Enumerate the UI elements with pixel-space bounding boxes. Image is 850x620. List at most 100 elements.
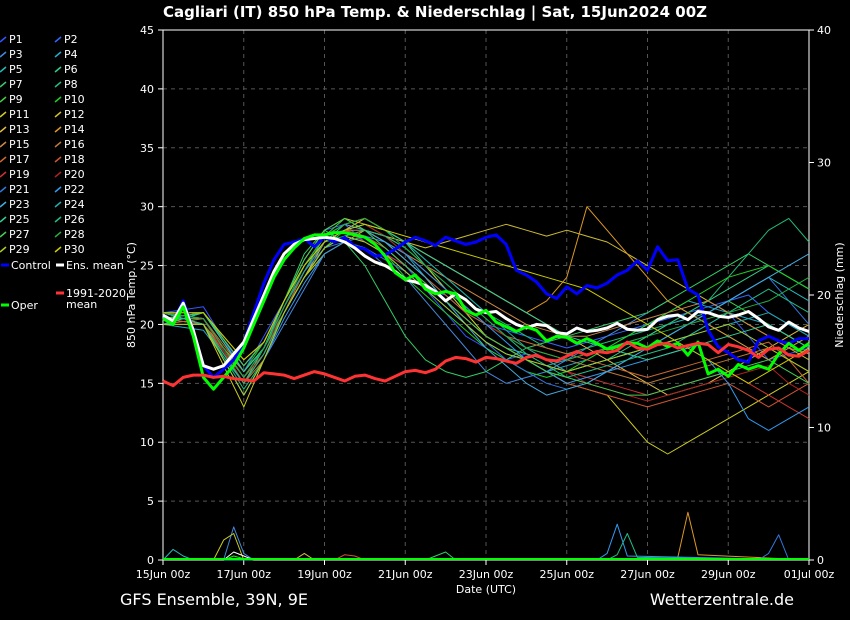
x-tick-label: 01Jul 00z [784,568,835,581]
legend-label-p15: P15 [9,138,30,151]
legend-label-oper: Oper [11,299,38,312]
chart-title: Cagliari (IT) 850 hPa Temp. & Niederschl… [163,3,707,22]
x-tick-label: 23Jun 00z [459,568,514,581]
legend-swatch-p1 [0,36,7,43]
legend-swatch-p16 [54,141,62,148]
y-tick-label: 25 [140,260,154,273]
highlight-series [162,231,810,391]
legend-label-p5: P5 [9,63,23,76]
legend-swatch-p29 [0,246,7,253]
footer-right: Wetterzentrale.de [650,590,794,609]
y-tick-label: 40 [140,83,154,96]
y2-tick-label: 20 [817,289,831,302]
legend-swatch-p25 [0,216,7,223]
legend-swatch-p18 [54,156,62,163]
legend-label-p1: P1 [9,33,23,46]
y-tick-label: 10 [140,436,154,449]
legend-swatch-p8 [54,81,62,88]
x-tick-label: 27Jun 00z [620,568,675,581]
legend-swatch-p12 [54,111,62,118]
legend-label-p12: P12 [64,108,85,121]
x-tick-label: 21Jun 00z [378,568,433,581]
y-tick-label: 5 [147,495,154,508]
x-tick-label: 25Jun 00z [540,568,595,581]
precip-series [162,511,810,561]
y2-tick-label: 40 [817,24,831,37]
y2-axis-label: Niederschlag (mm) [833,242,846,347]
y2-tick-label: 0 [817,554,824,567]
legend-label-p11: P11 [9,108,30,121]
series-line-1991-2020-mean [162,340,810,388]
x-tick-label: 15Jun 00z [136,568,191,581]
y-tick-label: 20 [140,318,154,331]
legend-label-p21: P21 [9,183,30,196]
legend-swatch-p26 [54,216,62,223]
legend-swatch-p7 [0,81,7,88]
legend-swatch-p14 [54,126,62,133]
legend-label-p19: P19 [9,168,30,181]
legend-swatch-p6 [54,66,62,73]
legend-swatch-p21 [0,186,7,193]
legend-swatch-p20 [54,171,62,178]
legend-label-p22: P22 [64,183,85,196]
legend-label-p8: P8 [64,78,78,91]
member-line-p27 [162,217,810,396]
legend-label-p23: P23 [9,198,30,211]
legend-label-p28: P28 [64,228,85,241]
legend-swatch-p2 [54,36,62,43]
y-tick-label: 45 [140,24,154,37]
legend-label-p14: P14 [64,123,85,136]
legend-label-p27: P27 [9,228,30,241]
legend-swatch-p30 [54,246,62,253]
series-line-oper [162,231,810,391]
legend-swatch-p22 [54,186,62,193]
legend-swatch-p19 [0,171,7,178]
x-tick-label: 17Jun 00z [217,568,272,581]
legend-swatch-p27 [0,231,7,238]
legend-label-p26: P26 [64,213,85,226]
x-axis-label: Date (UTC) [456,583,516,596]
y2-axis-ticks: 0 10 20 30 40 [809,24,831,567]
legend-label-p13: P13 [9,123,30,136]
legend-swatch-p10 [54,96,62,103]
legend-swatch-p23 [0,201,7,208]
legend-label-p9: P9 [9,93,23,106]
legend-label-p2: P2 [64,33,78,46]
legend-label-p20: P20 [64,168,85,181]
legend-label-p7: P7 [9,78,23,91]
legend-swatch-p9 [0,96,7,103]
legend-label-p30: P30 [64,243,85,256]
legend-label-p6: P6 [64,63,78,76]
grid-lines [163,30,809,560]
series-line-control [162,233,809,379]
legend-swatch-p3 [0,51,7,58]
legend-swatch-p4 [54,51,62,58]
y-axis-label: 850 hPa Temp. (°C) [125,242,138,348]
legend-swatch-p5 [0,66,7,73]
legend-label-p16: P16 [64,138,85,151]
y2-tick-label: 30 [817,157,831,170]
y-tick-label: 30 [140,201,154,214]
x-axis-ticks: 15Jun 00z 17Jun 00z 19Jun 00z 21Jun 00z 23Ju… [136,560,835,581]
legend-label-p17: P17 [9,153,30,166]
legend-swatch-p17 [0,156,7,163]
legend-swatch-p15 [0,141,7,148]
footer-left: GFS Ensemble, 39N, 9E [120,590,308,609]
legend-label-p18: P18 [64,153,85,166]
legend-swatch-p28 [54,231,62,238]
y-tick-label: 0 [147,554,154,567]
legend-label-p24: P24 [64,198,85,211]
legend-label-control: Control [11,259,51,272]
legend-label-p25: P25 [9,213,30,226]
legend-swatch-p13 [0,126,7,133]
member-line-p30 [163,223,810,384]
legend-label-1991-2020-mean: 1991-2020 mean [66,287,126,311]
y2-tick-label: 10 [817,422,831,435]
y-axis-ticks: 0 5 10 15 20 25 30 35 40 45 [140,24,163,567]
precip-line-p21 [163,534,809,561]
legend-label-p3: P3 [9,48,23,61]
y-tick-label: 35 [140,142,154,155]
legend-swatch-p11 [0,111,7,118]
legend-label-ens-mean: Ens. mean [66,259,124,272]
